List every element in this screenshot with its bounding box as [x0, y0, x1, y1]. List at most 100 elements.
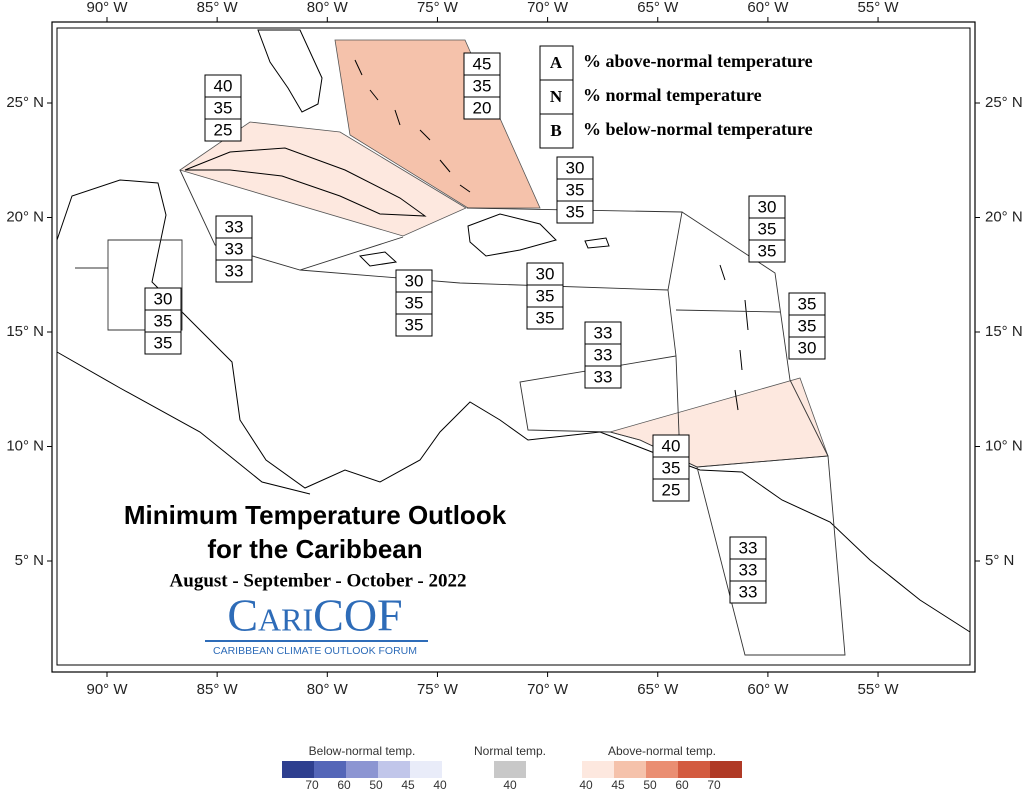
lon-label: 65° W	[637, 681, 679, 698]
lat-label: 5° N	[985, 552, 1014, 569]
prob-cell	[556, 200, 594, 224]
lat-label: 10° N	[985, 437, 1023, 454]
prob-value: 33	[739, 560, 758, 579]
key-letter: A	[550, 53, 563, 72]
colorbar-tick: 60	[675, 778, 689, 791]
title: for the Caribbean	[207, 534, 422, 564]
lon-label: 90° W	[86, 0, 128, 16]
prob-cell	[395, 313, 433, 337]
lon-label: 80° W	[307, 681, 349, 698]
colorbar-swatch	[410, 761, 442, 778]
mainland-coast	[56, 179, 971, 633]
lon-label: 75° W	[417, 681, 459, 698]
prob-value: 30	[536, 264, 555, 283]
lat-label: 25° N	[6, 94, 44, 111]
colorbar: Below-normal temp. 70 60 50 45 40 Normal temp.…	[282, 744, 742, 792]
colorbar-swatch	[710, 761, 742, 778]
key-letter: N	[550, 87, 563, 106]
probability-boxes: 45 35 20 40 35 25 30 35 35 30 35 35 33 33 33 30 35 35 30 35…	[144, 52, 826, 604]
lon-label: 55° W	[858, 681, 900, 698]
prob-value: 35	[758, 219, 777, 238]
region-fill	[334, 39, 541, 209]
colorbar-swatch	[494, 761, 526, 778]
colorbar-swatch	[346, 761, 378, 778]
prob-value: 35	[405, 293, 424, 312]
prob-value: 35	[662, 458, 681, 477]
prob-value: 40	[214, 76, 233, 95]
prob-value: 33	[225, 217, 244, 236]
prob-value: 35	[536, 308, 555, 327]
bahamas	[354, 59, 471, 193]
title: Minimum Temperature Outlook	[124, 500, 507, 530]
prob-value: 35	[405, 315, 424, 334]
prob-cell	[463, 96, 501, 120]
prob-value: 33	[739, 582, 758, 601]
colorbar-swatch	[678, 761, 710, 778]
prob-cell	[215, 259, 253, 283]
region-boundaries	[75, 169, 846, 656]
pacific-coast	[56, 351, 311, 495]
colorbar-swatch	[314, 761, 346, 778]
lon-label: 85° W	[197, 681, 239, 698]
colorbar-tick: 70	[305, 778, 319, 791]
prob-value: 33	[594, 345, 613, 364]
colorbar-label: Below-normal temp.	[309, 744, 416, 758]
prob-value: 33	[225, 239, 244, 258]
prob-value: 25	[662, 480, 681, 499]
lon-label: 60° W	[747, 0, 789, 16]
colorbar-label: Above-normal temp.	[608, 744, 716, 758]
colorbar-swatch	[282, 761, 314, 778]
prob-value: 30	[154, 289, 173, 308]
hispaniola	[467, 213, 557, 257]
lat-label: 25° N	[985, 94, 1023, 111]
lat-label: 5° N	[15, 552, 44, 569]
colorbar-tick: 40	[433, 778, 447, 791]
lon-label: 85° W	[197, 0, 239, 16]
lat-label: 15° N	[985, 323, 1023, 340]
prob-cell	[144, 331, 182, 355]
region-fills	[179, 39, 829, 468]
key-text: % normal temperature	[583, 85, 762, 105]
prob-value: 40	[662, 436, 681, 455]
prob-value: 25	[214, 120, 233, 139]
colorbar-tick: 45	[611, 778, 625, 791]
prob-value: 33	[225, 261, 244, 280]
colorbar-swatch	[646, 761, 678, 778]
key-text: % below-normal temperature	[583, 119, 813, 139]
prob-value: 30	[798, 338, 817, 357]
prob-value: 33	[594, 323, 613, 342]
prob-value: 33	[739, 538, 758, 557]
prob-value: 35	[566, 180, 585, 199]
lat-label: 15° N	[6, 323, 44, 340]
colorbar-tick: 50	[369, 778, 383, 791]
colorbar-swatch	[582, 761, 614, 778]
prob-value: 30	[405, 271, 424, 290]
lon-label: 60° W	[747, 681, 789, 698]
lon-label: 65° W	[637, 0, 679, 16]
lon-label: 70° W	[527, 0, 569, 16]
lon-label: 70° W	[527, 681, 569, 698]
puerto-rico	[584, 237, 610, 249]
key: A % above-normal temperature N % normal tem…	[539, 45, 813, 149]
colorbar-tick: 40	[503, 778, 517, 791]
prob-cell	[526, 306, 564, 330]
period: August - September - October - 2022	[170, 570, 467, 591]
lat-label: 20° N	[6, 208, 44, 225]
prob-value: 45	[473, 54, 492, 73]
colorbar-label: Normal temp.	[474, 744, 546, 758]
colorbar-tick: 60	[337, 778, 351, 791]
key-cell	[539, 113, 574, 149]
prob-value: 35	[798, 316, 817, 335]
colorbar-tick: 70	[707, 778, 721, 791]
prob-value: 35	[154, 333, 173, 352]
prob-cell	[729, 580, 767, 604]
colorbar-swatch	[378, 761, 410, 778]
lon-label: 80° W	[307, 0, 349, 16]
prob-cell	[652, 478, 690, 502]
prob-value: 33	[594, 367, 613, 386]
prob-value: 30	[566, 158, 585, 177]
colorbar-swatch	[614, 761, 646, 778]
prob-cell	[204, 118, 242, 142]
prob-value: 35	[758, 241, 777, 260]
